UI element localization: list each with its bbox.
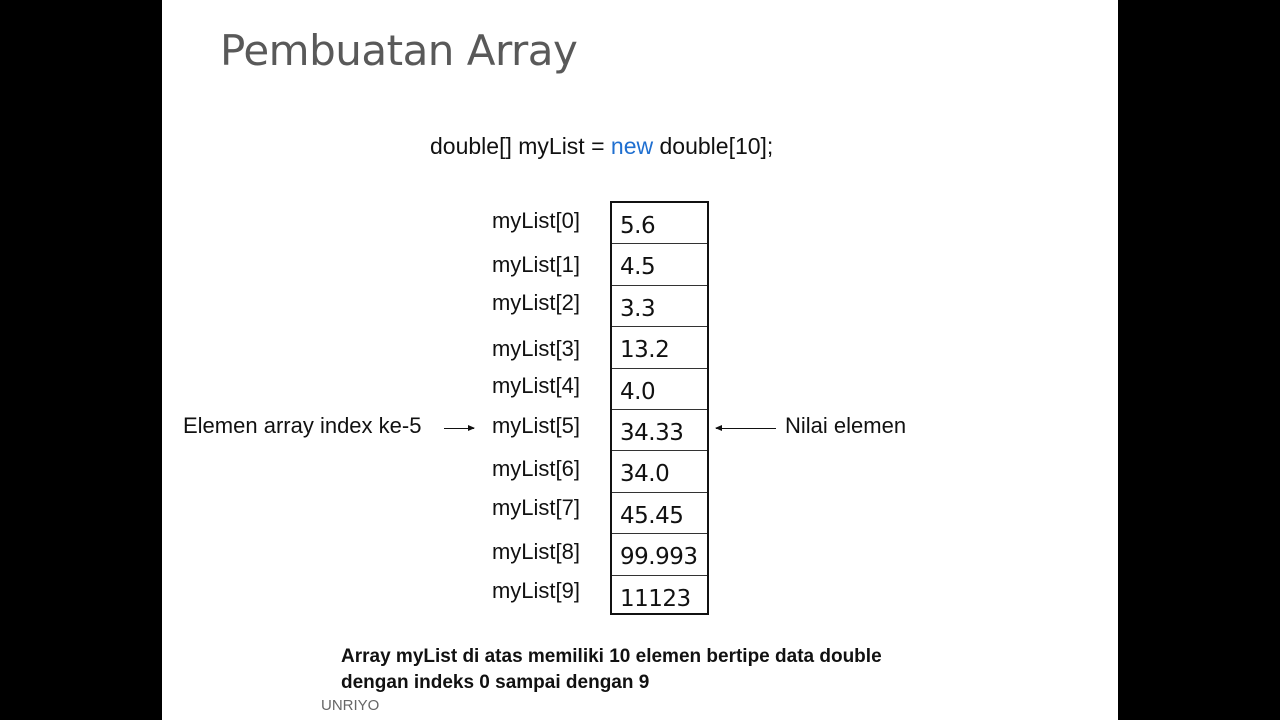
index-label: myList[1] — [491, 252, 580, 277]
array-cell: 99.993 — [612, 534, 707, 576]
caption-line-2: dengan indeks 0 sampai dengan 9 — [341, 672, 650, 693]
array-cell: 45.45 — [612, 493, 707, 535]
arrow-left-icon — [715, 425, 776, 431]
code-statement: double[] myList = new double[10]; — [430, 133, 773, 160]
index-label: myList[9] — [491, 578, 580, 603]
array-cell: 3.3 — [612, 286, 707, 328]
index-label: myList[3] — [491, 336, 580, 361]
code-after: double[10]; — [653, 133, 774, 159]
index-label: myList[2] — [491, 290, 580, 315]
slide-title: Pembuatan Array — [220, 26, 578, 75]
index-label: myList[4] — [491, 373, 580, 398]
index-label: myList[0] — [491, 208, 580, 233]
index-label: myList[8] — [491, 539, 580, 564]
array-cell: 4.5 — [612, 244, 707, 286]
array-cell: 13.2 — [612, 327, 707, 369]
code-before: double[] myList = — [430, 133, 611, 159]
annotation-value: Nilai elemen — [785, 413, 907, 438]
caption: Array myList di atas memiliki 10 elemen … — [341, 644, 882, 696]
array-cell: 4.0 — [612, 369, 707, 410]
array-cell: 5.6 — [612, 203, 707, 245]
index-label: myList[7] — [491, 495, 580, 520]
footer: UNRIYO — [321, 697, 380, 714]
array-cell: 11123 — [620, 585, 691, 612]
arrow-right-icon — [444, 425, 475, 431]
array-box: 5.6 4.5 3.3 13.2 4.0 34.33 34.0 45.45 99.993 1112… — [610, 201, 709, 615]
code-keyword: new — [610, 133, 654, 159]
array-cell: 34.0 — [612, 451, 707, 493]
annotation-index: Elemen array index ke-5 — [183, 413, 422, 438]
index-label: myList[6] — [491, 456, 580, 481]
caption-line-1: Array myList di atas memiliki 10 elemen … — [341, 646, 882, 667]
index-label: myList[5] — [491, 413, 580, 438]
slide: Pembuatan Array double[] myList = new do… — [162, 0, 1118, 720]
array-cell: 34.33 — [612, 410, 707, 452]
